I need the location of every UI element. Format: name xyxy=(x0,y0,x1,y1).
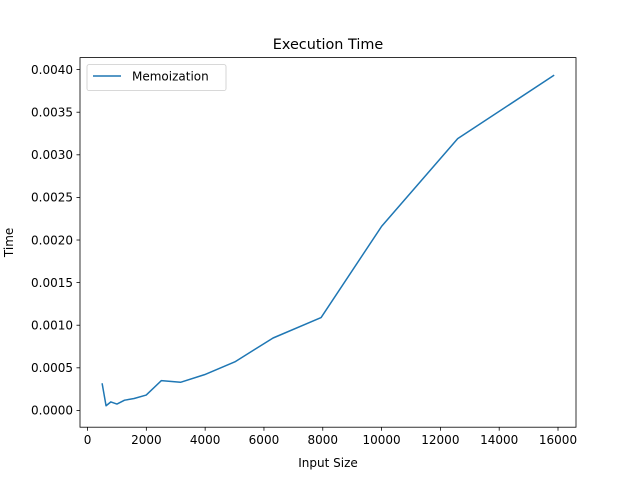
y-axis-label: Time xyxy=(2,228,16,258)
y-axis-ticks: 0.0000 0.0005 0.0010 0.0015 0.0020 0.0025 0.00… xyxy=(31,63,80,418)
legend: Memoization xyxy=(86,64,227,91)
x-tick-label: 0 xyxy=(84,433,92,447)
legend-label: Memoization xyxy=(132,70,209,84)
y-tick-label: 0.0020 xyxy=(31,233,73,247)
x-axis-ticks: 0 2000 4000 6000 8000 10000 12000 14000 16000 xyxy=(84,427,577,447)
y-tick-label: 0.0000 xyxy=(31,404,73,418)
x-tick-label: 8000 xyxy=(307,433,338,447)
y-tick-label: 0.0035 xyxy=(31,106,73,120)
x-tick-label: 6000 xyxy=(249,433,280,447)
x-tick-label: 12000 xyxy=(421,433,459,447)
y-tick-label: 0.0030 xyxy=(31,148,73,162)
y-tick-label: 0.0040 xyxy=(31,63,73,77)
series-line-memoization xyxy=(101,74,555,407)
legend-box xyxy=(86,64,227,91)
plot-area xyxy=(80,57,576,428)
chart-title: Execution Time xyxy=(273,37,384,53)
y-tick-label: 0.0005 xyxy=(31,361,73,375)
x-axis-label: Input Size xyxy=(298,456,358,470)
y-tick-label: 0.0025 xyxy=(31,191,73,205)
series-layer xyxy=(101,74,555,407)
x-tick-label: 10000 xyxy=(362,433,400,447)
x-tick-label: 16000 xyxy=(539,433,577,447)
x-tick-label: 4000 xyxy=(190,433,221,447)
y-tick-label: 0.0015 xyxy=(31,276,73,290)
x-tick-label: 14000 xyxy=(480,433,518,447)
y-tick-label: 0.0010 xyxy=(31,319,73,333)
x-tick-label: 2000 xyxy=(131,433,162,447)
plot-frame xyxy=(79,57,577,428)
